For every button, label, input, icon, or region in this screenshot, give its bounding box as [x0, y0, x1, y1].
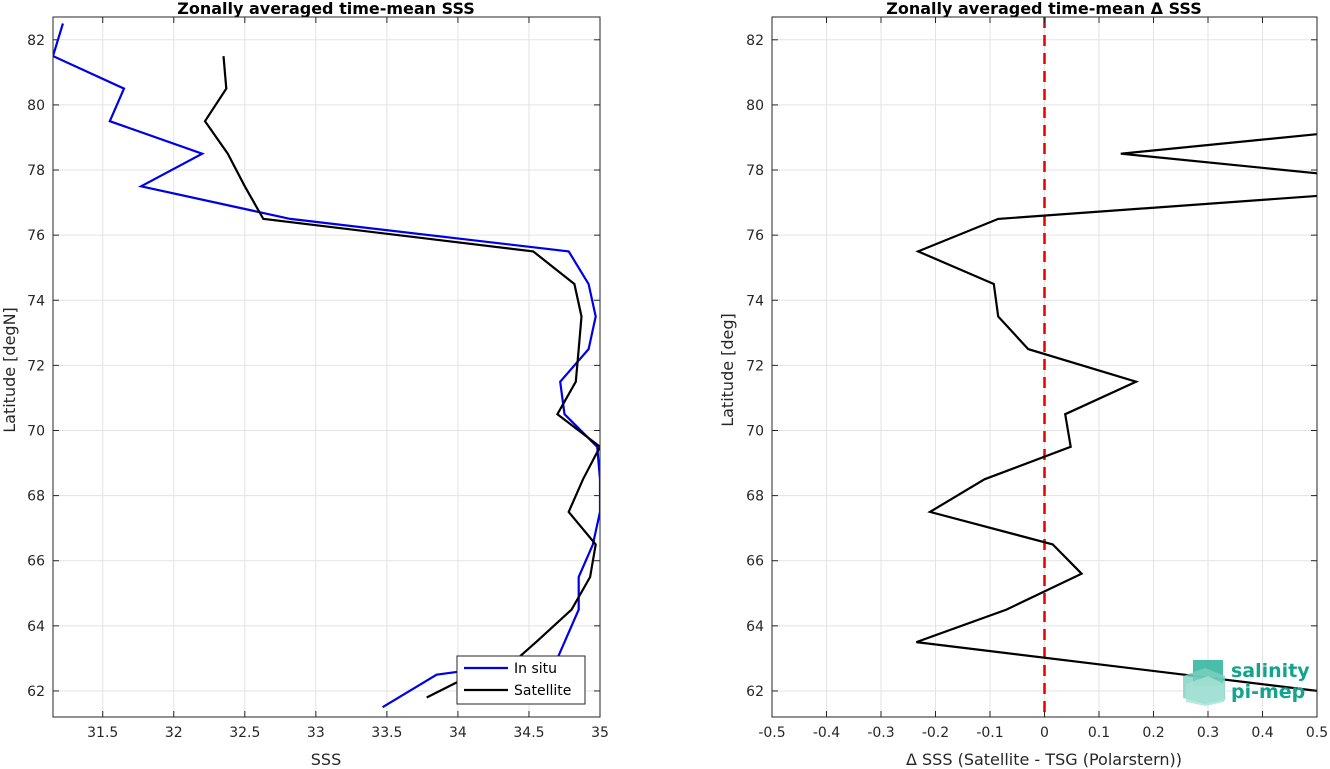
left-y-tick-label: 62 [27, 684, 45, 700]
right-x-tick-label: 0.5 [1306, 725, 1328, 741]
left-x-tick-label: 35 [591, 725, 609, 741]
left-axes-box [52, 16, 601, 718]
salinity-pi-mep-logo: salinity pi-mep [1183, 660, 1310, 706]
right-x-tick-label: -0.4 [813, 725, 840, 741]
right-y-tick-label: 76 [746, 228, 764, 244]
right-x-tick-label: 0.1 [1088, 725, 1110, 741]
right-x-tick-label: -0.3 [867, 725, 894, 741]
left-series-group [53, 23, 600, 709]
right-y-tick-label: 80 [746, 98, 764, 114]
right-y-tick-label: 70 [746, 423, 764, 439]
left-y-tick-label: 80 [27, 98, 45, 114]
right-x-tick-label: -0.5 [758, 725, 785, 741]
legend: In situ Satellite [456, 655, 586, 705]
left-y-tick-label: 68 [27, 489, 45, 505]
right-x-axis-label: Δ SSS (Satellite - TSG (Polarstern)) [906, 750, 1182, 769]
left-chart-title: Zonally averaged time-mean SSS [177, 0, 475, 18]
left-x-axis-label: SSS [311, 750, 341, 769]
right-y-axis-label: Latitude [deg] [718, 313, 737, 427]
right-x-tick-label: 0.2 [1142, 725, 1164, 741]
legend-box [456, 655, 586, 705]
left-series-satellite-line [203, 56, 600, 699]
left-x-tick-label: 33 [307, 725, 325, 741]
logo-graphic [1183, 660, 1225, 706]
left-y-tick-label: 64 [27, 619, 45, 635]
left-y-tick-label: 76 [27, 228, 45, 244]
legend-label-in-situ: In situ [514, 661, 557, 677]
left-y-tick-label: 66 [27, 554, 45, 570]
right-x-tick-label: -0.1 [976, 725, 1003, 741]
right-y-tick-label: 78 [746, 163, 764, 179]
logo-text-line1: salinity [1231, 660, 1310, 682]
right-ticks: -0.5 -0.4 -0.3 -0.2 -0.1 0 0.1 0.2 0.3 0.4 0.5 62 64… [746, 17, 1328, 741]
right-y-tick-label: 64 [746, 619, 764, 635]
legend-label-satellite: Satellite [514, 683, 571, 699]
right-x-tick-label: 0.3 [1197, 725, 1219, 741]
left-x-tick-label: 33.5 [371, 725, 402, 741]
right-y-tick-label: 66 [746, 554, 764, 570]
left-series-in-situ-line [53, 23, 600, 709]
right-series-group [915, 133, 1317, 692]
left-x-tick-label: 32 [165, 725, 183, 741]
left-y-tick-label: 78 [27, 163, 45, 179]
left-y-axis-label: Latitude [degN] [0, 307, 19, 433]
left-x-tick-label: 34.5 [513, 725, 544, 741]
right-y-tick-label: 82 [746, 33, 764, 49]
left-panel: Zonally averaged time-mean SSS 31.5 32 32.… [0, 0, 609, 769]
right-x-tick-label: 0 [1040, 725, 1049, 741]
right-y-tick-label: 74 [746, 293, 764, 309]
right-x-tick-label: 0.4 [1251, 725, 1273, 741]
left-y-tick-label: 72 [27, 358, 45, 374]
left-plot-area [53, 17, 600, 717]
left-y-tick-label: 70 [27, 423, 45, 439]
right-x-tick-label: -0.2 [922, 725, 949, 741]
left-x-tick-label: 32.5 [229, 725, 260, 741]
left-x-tick-label: 34 [449, 725, 467, 741]
left-ticks: 31.5 32 32.5 33 33.5 34 34.5 35 62 64 66 68 70 72 74 76… [27, 17, 609, 741]
right-y-tick-label: 62 [746, 684, 764, 700]
right-chart-title: Zonally averaged time-mean Δ SSS [886, 0, 1202, 18]
left-x-tick-label: 31.5 [87, 725, 118, 741]
left-y-tick-label: 82 [27, 33, 45, 49]
right-panel: Zonally averaged time-mean Δ SSS salinit… [718, 0, 1328, 769]
right-y-tick-label: 72 [746, 358, 764, 374]
right-y-tick-label: 68 [746, 489, 764, 505]
left-y-tick-label: 74 [27, 293, 45, 309]
left-grid [53, 17, 601, 717]
logo-text-line2: pi-mep [1231, 681, 1305, 703]
right-series-delta-sss-line [915, 133, 1317, 692]
